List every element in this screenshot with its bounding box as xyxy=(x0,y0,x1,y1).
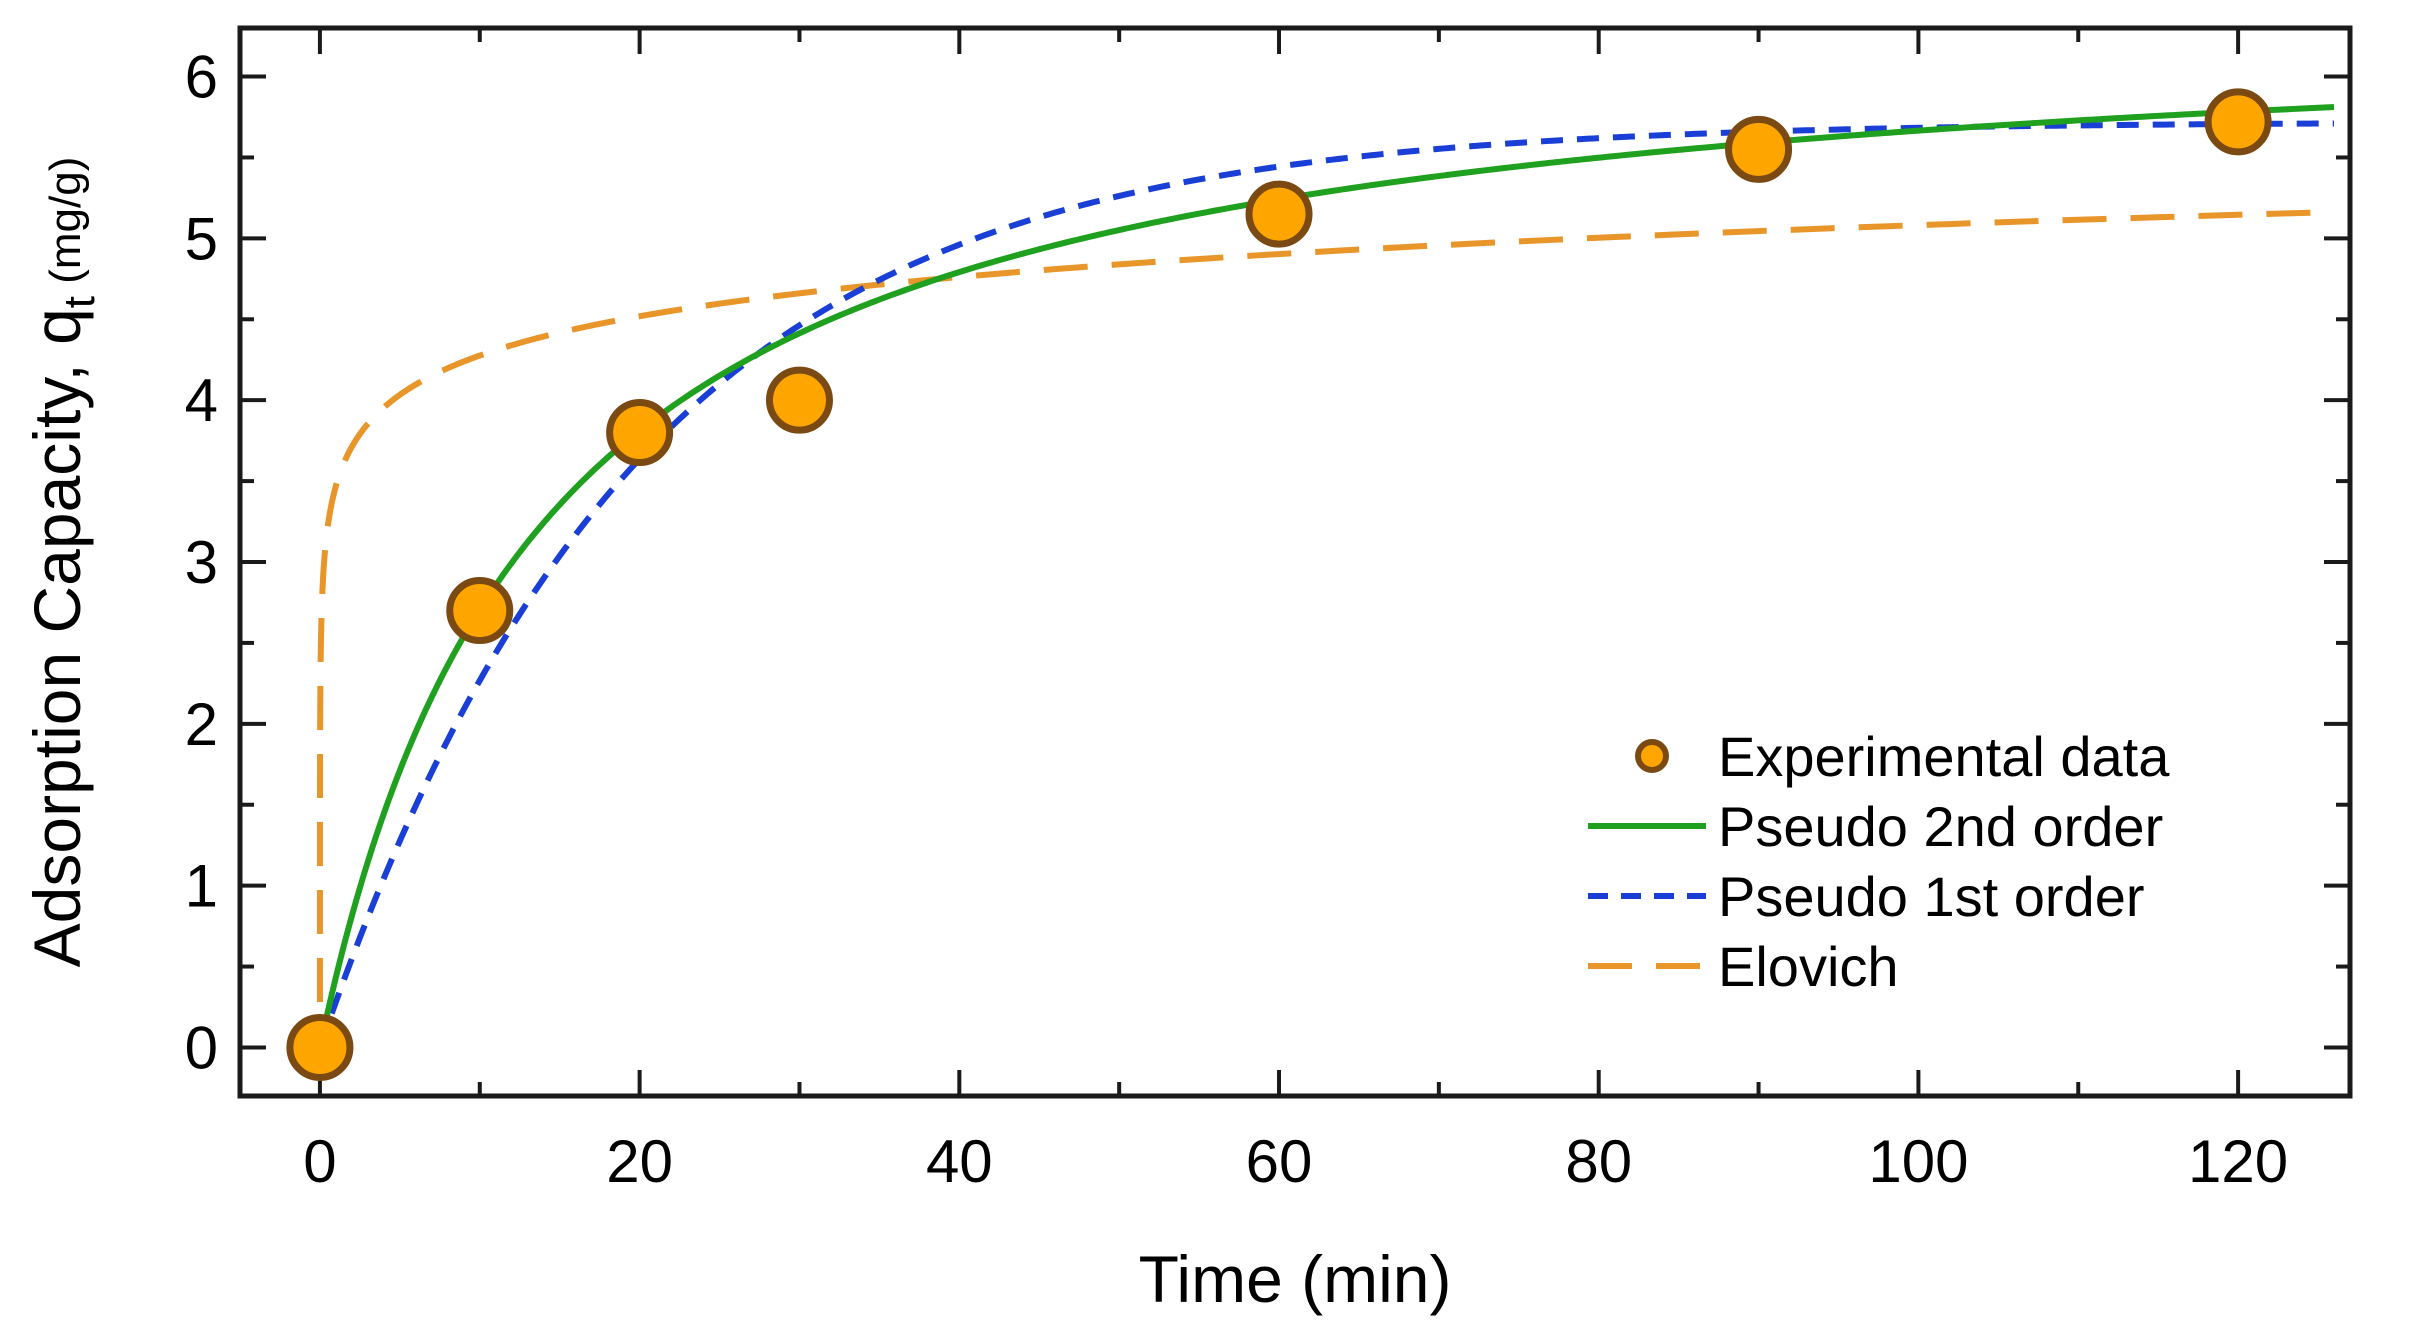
data-point xyxy=(286,1013,354,1081)
x-tick-label: 60 xyxy=(1246,1128,1313,1195)
legend-label-elovich: Elovich xyxy=(1718,935,1899,998)
y-axis-title-subscript: t xyxy=(55,296,104,308)
legend-label-pseudo-2nd-order: Pseudo 2nd order xyxy=(1718,795,2163,858)
y-axis-title: Adsorption Capacity, qt (mg/g) xyxy=(20,157,104,968)
y-tick-label: 0 xyxy=(185,1014,218,1081)
data-point xyxy=(1245,180,1313,248)
y-tick-label: 1 xyxy=(185,853,218,920)
experimental-markers xyxy=(286,88,2272,1081)
y-axis-title-main: Adsorption Capacity, q xyxy=(20,308,94,967)
tick-labels: 0 20 40 60 80 100 120 0 1 2 3 4 5 6 xyxy=(185,44,2289,1195)
data-point xyxy=(765,366,833,434)
x-axis-title: Time (min) xyxy=(1139,1242,1452,1316)
legend-symbol-experimental-data xyxy=(1635,739,1669,773)
fitted-curves xyxy=(316,104,2335,1096)
y-tick-label: 2 xyxy=(185,691,218,758)
data-point xyxy=(606,399,674,467)
legend-label-experimental-data: Experimental data xyxy=(1718,725,2170,788)
x-tick-label: 100 xyxy=(1868,1128,1968,1195)
data-point xyxy=(1725,115,1793,183)
y-tick-label: 6 xyxy=(185,44,218,111)
x-tick-label: 120 xyxy=(2188,1128,2288,1195)
legend: Experimental data Pseudo 2nd order Pseudo … xyxy=(1588,725,2170,998)
y-tick-label: 4 xyxy=(185,367,218,434)
x-tick-label: 20 xyxy=(606,1128,673,1195)
series-line-elovich xyxy=(316,209,2335,1096)
data-point xyxy=(2204,88,2272,156)
y-tick-label: 3 xyxy=(185,529,218,596)
plot-frame xyxy=(237,25,2353,1099)
legend-label-pseudo-1st-order: Pseudo 1st order xyxy=(1718,865,2144,928)
y-tick-label: 5 xyxy=(185,205,218,272)
x-tick-label: 80 xyxy=(1565,1128,1632,1195)
data-point xyxy=(446,577,514,645)
x-tick-label: 0 xyxy=(303,1128,336,1195)
y-axis-title-unit: (mg/g) xyxy=(41,157,90,296)
x-tick-label: 40 xyxy=(926,1128,993,1195)
